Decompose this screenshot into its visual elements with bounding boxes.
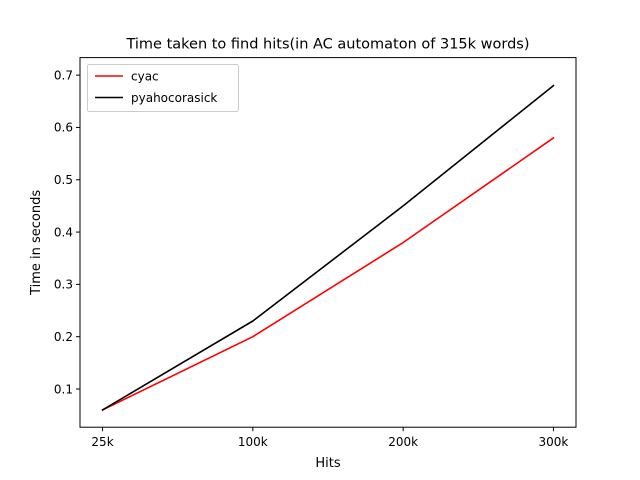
legend-label-pyahocorasick: pyahocorasick (131, 91, 217, 105)
y-tick-label: 0.2 (54, 330, 73, 344)
x-tick-label: 300k (539, 435, 569, 449)
series-line-pyahocorasick (101, 84, 555, 412)
legend-box (87, 64, 239, 112)
legend-label-cyac: cyac (131, 69, 159, 83)
legend: cyac pyahocorasick (87, 64, 239, 112)
y-tick-label: 0.4 (54, 225, 73, 239)
y-axis-label: Time in seconds (29, 190, 44, 296)
chart-title: Time taken to find hits(in AC automaton … (125, 37, 529, 53)
series-lines (101, 84, 555, 412)
x-axis-label: Hits (315, 456, 340, 471)
x-tick-label: 100k (238, 435, 268, 449)
axis-ticks: 25k 100k 200k 300k 0.1 0.2 0.3 0.4 0.5 0.6 0.7 (54, 68, 569, 449)
y-tick-label: 0.5 (54, 173, 73, 187)
y-tick-label: 0.3 (54, 278, 73, 292)
y-tick-label: 0.6 (54, 121, 73, 135)
y-tick-label: 0.7 (54, 68, 73, 82)
x-tick-label: 25k (91, 435, 113, 449)
x-tick-label: 200k (388, 435, 418, 449)
series-line-cyac (101, 136, 555, 412)
plot-frame (79, 57, 577, 428)
y-tick-label: 0.1 (54, 382, 73, 396)
